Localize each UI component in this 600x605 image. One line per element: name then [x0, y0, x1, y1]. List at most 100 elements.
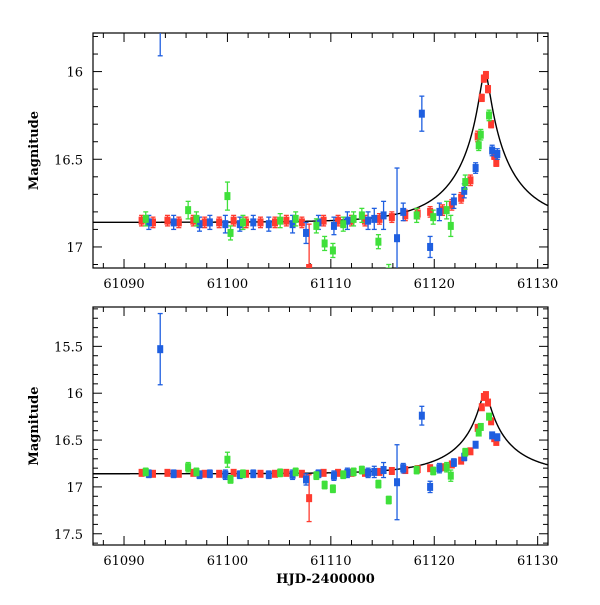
- red-data-point: [482, 391, 489, 400]
- y-tick-label: 16.5: [54, 153, 83, 168]
- green-data-point: [224, 455, 231, 464]
- y-axis-title: Magnitude: [27, 111, 42, 190]
- red-data-point: [361, 216, 368, 225]
- red-data-point: [216, 469, 223, 478]
- blue-data-point: [436, 464, 443, 473]
- green-data-point: [340, 220, 347, 229]
- blue-data-point: [303, 475, 310, 484]
- green-data-point: [486, 111, 493, 120]
- green-data-point: [277, 468, 284, 477]
- red-data-point: [320, 216, 327, 225]
- red-data-point: [376, 214, 383, 223]
- x-tick-label: 61110: [310, 277, 351, 292]
- blue-data-point: [489, 146, 496, 155]
- blue-data-point: [170, 218, 177, 227]
- blue-data-point: [371, 467, 378, 476]
- plot-frame: [92, 306, 549, 546]
- top-panel: 61090 61100 61110 61120 61130 16 16.5 17 Magnitu…: [27, 32, 558, 292]
- blue-data-point: [461, 452, 468, 461]
- red-data-point: [230, 216, 237, 225]
- red-data-point: [482, 71, 489, 80]
- red-data-point: [216, 218, 223, 227]
- red-data-point: [283, 216, 290, 225]
- green-data-point: [413, 211, 420, 220]
- red-data-point: [306, 494, 313, 503]
- green-data-point: [447, 221, 454, 230]
- red-data-point: [175, 469, 182, 478]
- green-data-point: [462, 178, 469, 187]
- green-data-point: [430, 213, 437, 222]
- green-data-point: [477, 130, 484, 139]
- red-data-point: [485, 398, 492, 407]
- red-data-point: [458, 456, 465, 465]
- x-axis-title: HJD-2400000: [276, 572, 375, 587]
- blue-data-point: [170, 469, 177, 478]
- blue-data-point: [145, 218, 152, 227]
- y-tick-label: 17.5: [54, 528, 83, 543]
- blue-data-point: [222, 470, 229, 479]
- x-tick-label: 61110: [310, 554, 351, 569]
- blue-data-point: [265, 220, 272, 229]
- red-data-point: [283, 468, 290, 477]
- red-data-point: [427, 464, 434, 473]
- green-data-point: [239, 218, 246, 227]
- green-data-point: [329, 484, 336, 493]
- blue-data-point: [303, 228, 310, 237]
- green-data-point: [142, 214, 149, 223]
- green-data-point: [142, 467, 149, 476]
- blue-data-point: [236, 470, 243, 479]
- red-data-point: [488, 417, 495, 426]
- red-data-point: [298, 218, 305, 227]
- blue-data-point: [265, 470, 272, 479]
- y-tick-label: 16: [66, 387, 83, 402]
- blue-data-point: [250, 469, 257, 478]
- green-data-point: [358, 466, 365, 475]
- blue-data-point: [494, 433, 501, 442]
- blue-data-point: [157, 345, 164, 354]
- red-data-point: [458, 193, 465, 202]
- green-data-point: [475, 428, 482, 437]
- x-tick-label: 61120: [414, 277, 455, 292]
- red-data-point: [257, 218, 264, 227]
- blue-data-point: [371, 214, 378, 223]
- red-data-point: [427, 207, 434, 216]
- blue-data-point: [380, 211, 387, 220]
- x-tick-label: 61130: [517, 277, 558, 292]
- blue-data-point: [450, 458, 457, 467]
- green-data-point: [447, 471, 454, 480]
- x-tick-label: 61090: [103, 554, 144, 569]
- green-data-point: [358, 211, 365, 220]
- y-tick-label: 15.5: [54, 340, 83, 355]
- green-data-point: [350, 467, 357, 476]
- green-data-point: [321, 481, 328, 490]
- green-data-point: [385, 267, 392, 268]
- y-tick-label: 17: [66, 241, 83, 256]
- red-data-point: [175, 218, 182, 227]
- green-data-point: [385, 496, 392, 505]
- blue-data-point: [461, 186, 468, 195]
- red-data-point: [474, 423, 481, 432]
- red-data-point: [335, 468, 342, 477]
- blue-data-point: [365, 468, 372, 477]
- red-data-point: [493, 437, 500, 446]
- blue-data-point: [400, 207, 407, 216]
- red-data-point: [467, 447, 474, 456]
- green-data-point: [224, 192, 231, 201]
- green-data-point: [340, 470, 347, 479]
- blue-data-point: [206, 218, 213, 227]
- red-data-point: [272, 218, 278, 227]
- red-data-point: [335, 216, 342, 225]
- red-data-point: [272, 469, 278, 478]
- red-data-point: [201, 218, 208, 227]
- blue-data-point: [196, 470, 203, 479]
- green-data-point: [430, 466, 437, 475]
- blue-data-point: [250, 218, 257, 227]
- green-data-point: [292, 214, 299, 223]
- blue-data-point: [344, 468, 351, 477]
- red-data-point: [361, 468, 368, 477]
- y-tick-label: 17: [66, 481, 83, 496]
- green-data-point: [329, 246, 336, 255]
- green-data-point: [185, 463, 192, 472]
- red-data-point: [230, 468, 237, 477]
